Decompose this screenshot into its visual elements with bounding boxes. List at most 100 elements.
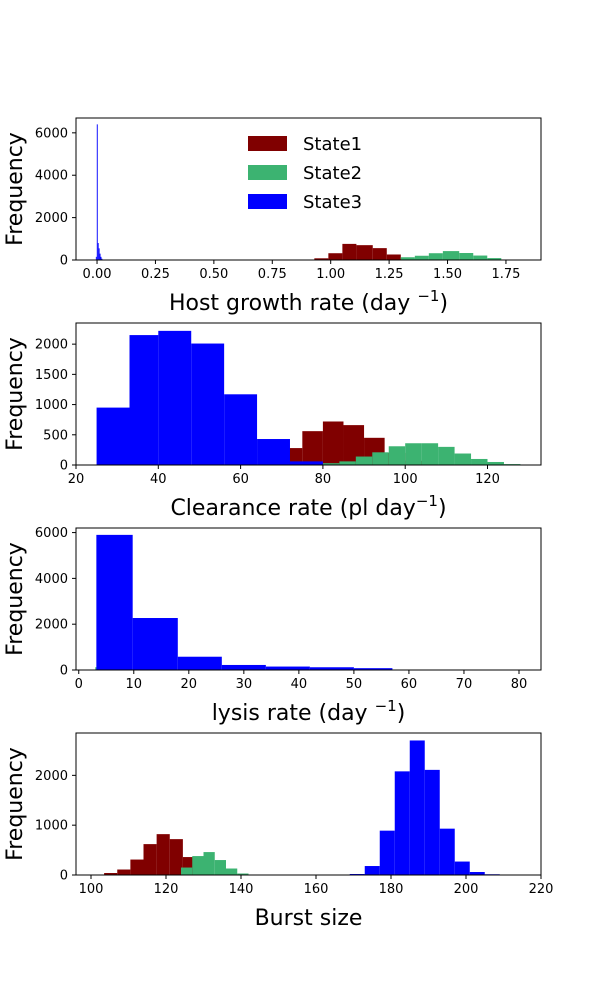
legend-swatch-state3 (248, 194, 287, 209)
bar-state1-2 (130, 859, 144, 875)
x-tick-label: 0.75 (258, 267, 287, 282)
bar-state2-1 (339, 461, 356, 465)
bar-state2-4 (226, 868, 238, 875)
axes-frame (75, 117, 542, 261)
bar-state2-5 (237, 873, 249, 875)
y-tick-label: 2000 (35, 211, 68, 226)
bar-state3-2 (177, 656, 222, 670)
y-tick-label: 0 (60, 869, 68, 884)
histogram-panel-1: 0.00 0.25 0.50 0.75 1.00 1.25 1.50 1.75 0 2000 400… (3, 117, 542, 316)
legend-label-state1: State1 (303, 134, 362, 155)
y-axis-label: Frequency (3, 132, 28, 246)
x-tick-label: 120 (475, 472, 500, 487)
x-tick-label: 0.25 (141, 267, 170, 282)
x-tick-label: 80 (315, 472, 332, 487)
x-tick-label: 20 (181, 677, 198, 692)
x-axis-label: Host growth rate (day −1) (169, 287, 448, 316)
bar-state2-8 (454, 453, 472, 465)
x-tick-label: 220 (529, 882, 554, 897)
bar-state1-3 (322, 421, 344, 465)
y-tick-label: 4000 (35, 572, 68, 587)
bar-state2-1 (414, 255, 429, 260)
bar-state1-1 (328, 253, 343, 260)
x-tick-label: 30 (236, 677, 253, 692)
x-axis-label: Burst size (255, 906, 363, 931)
x-tick-label: 1.50 (433, 267, 462, 282)
bar-state2-5 (405, 443, 422, 465)
y-tick-label: 4000 (35, 169, 68, 184)
bar-state3-5 (257, 439, 290, 465)
histogram-panel-3: 0 10 20 30 40 50 60 70 80 0 2000 4000 6000 lysis rate… (3, 526, 542, 726)
histogram-panel-4: 100 120 140 160 180 200 220 0 1000 2000 Burst size… (3, 732, 554, 931)
legend: State1 State2 State3 (248, 134, 362, 213)
x-tick-label: 140 (229, 882, 254, 897)
x-tick-label: 0.00 (83, 267, 112, 282)
legend-swatch-state1 (248, 136, 287, 151)
x-tick-label: 40 (150, 472, 167, 487)
histogram-panel-2: 20 40 60 80 100 120 0 500 1000 1500 2000 Clearance … (3, 322, 542, 521)
bar-state1-3 (356, 245, 373, 260)
bar-state3-4 (224, 394, 258, 465)
y-tick-label: 1500 (35, 368, 68, 383)
bar-state1-2 (302, 431, 323, 465)
axes-frame (75, 322, 542, 466)
bar-state2-6 (421, 443, 439, 465)
bar-state3-2 (97, 243, 99, 260)
bar-state1-5 (386, 254, 401, 260)
bar-state2-0 (322, 463, 340, 465)
bar-state1-4 (156, 834, 170, 875)
bar-state3-3 (394, 771, 410, 875)
y-tick-label: 500 (43, 428, 68, 443)
x-tick-label: 0 (75, 677, 83, 692)
bar-state2-10 (487, 461, 504, 465)
y-tick-label: 1000 (35, 398, 68, 413)
bar-state3-5 (100, 256, 102, 260)
bar-state2-4 (388, 446, 406, 465)
bar-state2-3 (372, 452, 389, 465)
bar-state2-9 (471, 458, 488, 465)
bar-state3-3 (191, 343, 225, 465)
bar-state1-1 (117, 869, 131, 875)
bar-state3-7 (454, 861, 470, 875)
y-axis-label: Frequency (3, 337, 28, 451)
y-tick-label: 6000 (35, 126, 68, 141)
bar-state3-3 (98, 248, 100, 260)
bar-state2-7 (438, 446, 455, 465)
bar-state3-4 (99, 253, 101, 260)
bar-state3-6 (101, 258, 103, 260)
bar-state1-4 (372, 248, 387, 260)
x-tick-label: 60 (232, 472, 249, 487)
bar-state3-2 (379, 830, 395, 875)
bar-state1-3 (143, 844, 157, 875)
bar-state3-1 (96, 124, 98, 260)
y-axis-label: Frequency (3, 542, 28, 656)
x-tick-label: 50 (346, 677, 363, 692)
x-tick-label: 80 (511, 677, 528, 692)
bar-state2-4 (459, 253, 474, 260)
bar-state3-0 (96, 407, 130, 465)
bar-state3-4 (409, 740, 425, 875)
bar-state3-3 (221, 664, 266, 670)
bar-state3-1 (364, 866, 380, 875)
bar-state1-2 (342, 243, 357, 260)
bar-state3-0 (95, 256, 97, 260)
bar-state2-2 (203, 852, 215, 875)
legend-swatch-state2 (248, 165, 287, 180)
bar-state2-2 (355, 456, 373, 465)
x-tick-label: 40 (291, 677, 308, 692)
bar-state2-0 (400, 257, 415, 260)
x-tick-label: 1.00 (316, 267, 345, 282)
x-axis-label: Clearance rate (pl day−1) (170, 492, 446, 521)
bar-state1-0 (314, 258, 329, 260)
bar-state1-4 (343, 425, 365, 465)
bar-state3-5 (424, 769, 440, 875)
x-tick-label: 60 (401, 677, 418, 692)
bar-state1-5 (169, 839, 183, 875)
y-tick-label: 2000 (35, 618, 68, 633)
x-tick-label: 180 (379, 882, 404, 897)
y-tick-label: 0 (60, 254, 68, 269)
x-tick-label: 120 (154, 882, 179, 897)
bar-state3-1 (132, 618, 178, 670)
